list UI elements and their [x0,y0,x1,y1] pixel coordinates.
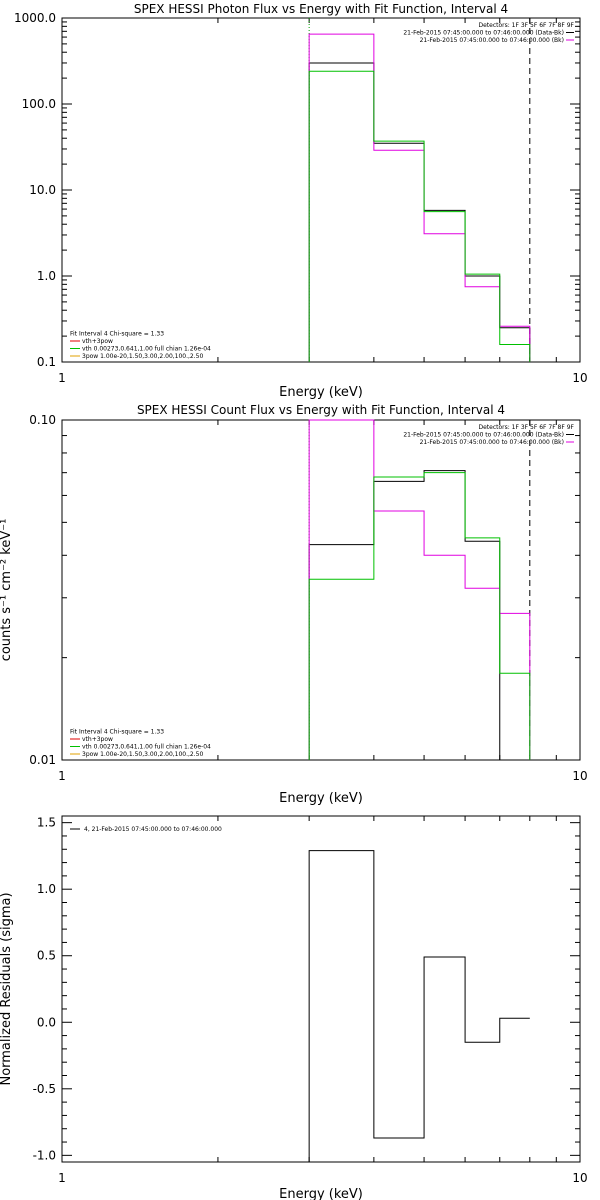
plot-frame [61,17,581,363]
y-tick-label: 1.5 [37,816,56,830]
plot-frame [61,419,581,761]
panel-resid: 1 10 -1.0 -0.5 0.0 0.5 1.0 1.5 Energy (keV) Norma… [0,815,588,1200]
y-tick-label: 0.5 [37,949,56,963]
plot-frame [61,815,581,1163]
series-line-2 [308,70,531,362]
series-line-0 [308,850,530,1162]
y-tick-label: 1000.0 [14,11,56,25]
y-tick-label: -1.0 [33,1148,56,1162]
x-tick-label: 10 [572,371,587,385]
legend-entry: 21-Feb-2015 07:45:00.000 to 07:46:00.000… [420,37,564,44]
x-tick-label: 1 [58,769,66,783]
legend-entry: 21-Feb-2015 07:45:00.000 to 07:46:00.000… [420,439,564,446]
x-tick-label: 10 [572,1171,587,1185]
x-tick-label: 1 [58,1171,66,1185]
y-axis-label: counts s⁻¹ cm⁻² keV⁻¹ [0,519,14,662]
legend-entry: Fit Interval 4 Chi-square = 1.33 [70,729,164,736]
legend-entry: vth+3pow [82,736,113,743]
series-line-2 [308,472,531,760]
series-line-1 [308,33,531,362]
legend-entry: 4, 21-Feb-2015 07:45:00.000 to 07:46:00.… [84,826,222,833]
legend-entry: 21-Feb-2015 07:45:00.000 to 07:46:00.000… [403,30,564,37]
chart-title: SPEX HESSI Count Flux vs Energy with Fit… [137,403,505,417]
y-tick-label: 0.01 [29,753,56,767]
y-tick-label: -0.5 [33,1082,56,1096]
y-tick-label: 10.0 [29,183,56,197]
y-axis-label: Normalized Residuals (sigma) [0,892,14,1085]
x-axis-label: Energy (keV) [279,1187,363,1200]
y-tick-label: 0.10 [29,413,56,427]
y-tick-label: 0.0 [37,1015,56,1029]
legend-entry: 3pow 1.00e-20,1.50,3.00,2.00,100.,2.50 [82,353,203,360]
y-tick-label: 0.1 [37,355,56,369]
x-axis-label: Energy (keV) [279,791,363,806]
legend-entry: vth+3pow [82,338,113,345]
legend-entry: vth 0.00273,0.641,1.00 full chian 1.26e-… [82,346,211,353]
y-tick-label: 100.0 [22,97,56,111]
legend-entry: 3pow 1.00e-20,1.50,3.00,2.00,100.,2.50 [82,751,203,758]
series-line-0 [308,62,531,362]
legend-entry: Detectors: 1F 3F 5F 6F 7F 8F 9F [478,424,574,431]
x-tick-label: 1 [58,371,66,385]
y-tick-label: 1.0 [37,269,56,283]
panel-count: SPEX HESSI Count Flux vs Energy with Fit… [0,403,588,806]
x-axis-label: Energy (keV) [279,385,363,400]
legend-entry: Fit Interval 4 Chi-square = 1.33 [70,331,164,338]
series-line-1 [308,419,531,760]
legend-entry: 21-Feb-2015 07:45:00.000 to 07:46:00.000… [403,432,564,439]
y-tick-label: 1.0 [37,882,56,896]
chart-title: SPEX HESSI Photon Flux vs Energy with Fi… [134,2,508,16]
legend-entry: Detectors: 1F 3F 5F 6F 7F 8F 9F [478,22,574,29]
series-line-0 [308,470,530,761]
x-tick-label: 10 [572,769,587,783]
panel-photon: SPEX HESSI Photon Flux vs Energy with Fi… [14,2,588,400]
legend-entry: vth 0.00273,0.641,1.00 full chian 1.26e-… [82,744,211,751]
